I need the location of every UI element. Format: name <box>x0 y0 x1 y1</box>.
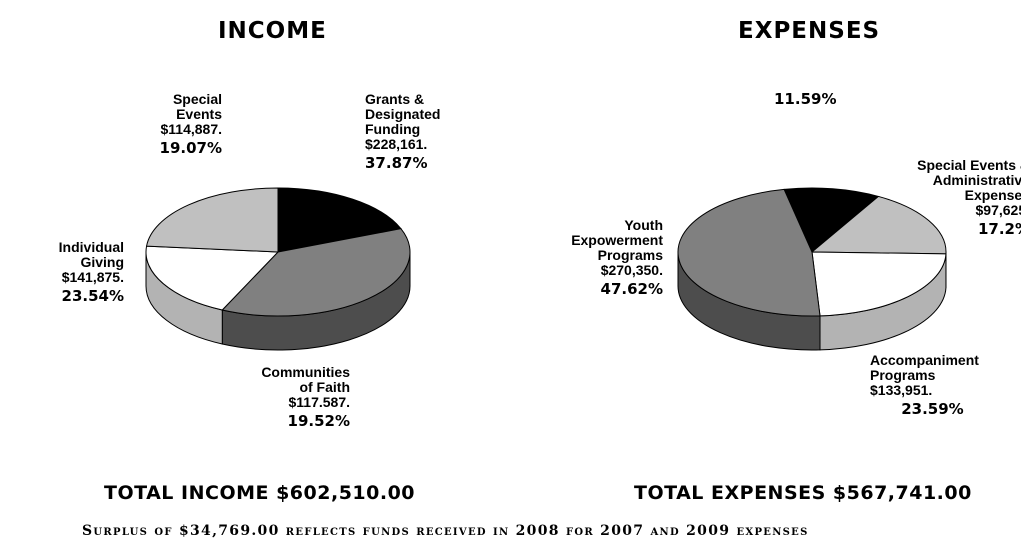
income-grants-pct: 37.87% <box>365 154 428 172</box>
expenses-youth-label: Youth Expowerment Programs $270,350. 47.… <box>555 218 663 297</box>
income-communities-amount: $117.587. <box>288 394 350 410</box>
income-special-name: Special Events <box>172 91 222 122</box>
income-special-amount: $114,887. <box>160 121 222 137</box>
expenses-accompaniment-pct: 23.59% <box>901 400 964 418</box>
income-pie <box>145 187 411 351</box>
income-grants-amount: $228,161. <box>365 136 428 152</box>
expenses-accompaniment-name: Accompaniment Programs <box>870 352 979 383</box>
expenses-special-pct: 17.2% <box>977 220 1021 238</box>
expenses-special-label: Special Events & Administrative Expenses… <box>880 158 1021 237</box>
expenses-youth-name: Youth Expowerment Programs <box>571 217 663 263</box>
expenses-youth-amount: $270,350. <box>600 262 663 278</box>
expenses-slice-3 <box>677 188 821 317</box>
expenses-slice-0 <box>783 187 880 253</box>
income-communities-pct: 19.52% <box>287 412 350 430</box>
income-special-pct: 19.07% <box>159 139 222 157</box>
income-grants-name: Grants & Designated Funding <box>365 91 441 137</box>
expenses-total: TOTAL EXPENSES $567,741.00 <box>634 482 972 504</box>
expenses-youth-pct: 47.62% <box>600 280 663 298</box>
expenses-title: EXPENSES <box>738 18 881 44</box>
income-individual-name: Individual Giving <box>58 239 124 270</box>
expenses-pie <box>677 187 947 351</box>
expenses-accompaniment-label: Accompaniment Programs $133,951. 23.59% <box>870 353 979 417</box>
expenses-slice-2 <box>811 251 947 317</box>
income-communities-label: Communities of Faith $117.587. 19.52% <box>228 365 350 429</box>
income-grants-label: Grants & Designated Funding $228,161. 37… <box>365 92 440 171</box>
expenses-special-name: Special Events & Administrative Expenses <box>917 157 1021 203</box>
income-title: INCOME <box>218 18 327 44</box>
income-individual-label: Individual Giving $141,875. 23.54% <box>20 240 124 304</box>
expenses-slice-1 <box>810 195 947 255</box>
income-slice-0 <box>277 187 402 253</box>
income-slice-3 <box>145 187 279 253</box>
income-communities-name: Communities of Faith <box>261 364 350 395</box>
income-slice-1 <box>221 228 411 317</box>
expenses-accompaniment-amount: $133,951. <box>870 382 933 398</box>
expenses-admin-pct: 11.59% <box>774 90 837 108</box>
income-special-label: Special Events $114,887. 19.07% <box>130 92 222 156</box>
income-total: TOTAL INCOME $602,510.00 <box>104 482 416 504</box>
surplus-note: Surplus of $34,769.00 reflects funds rec… <box>82 523 809 539</box>
income-individual-amount: $141,875. <box>61 269 124 285</box>
income-individual-pct: 23.54% <box>61 287 124 305</box>
income-slice-2 <box>145 245 280 311</box>
expenses-special-amount: $97,625. <box>975 202 1021 218</box>
